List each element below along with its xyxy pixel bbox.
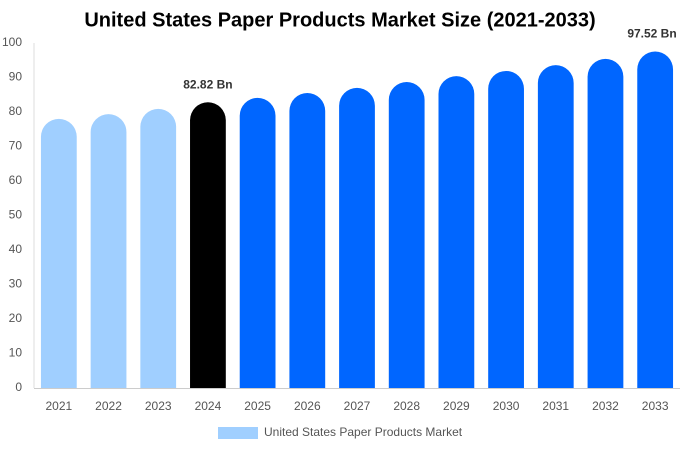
bar [90,114,127,389]
x-tick-label: 2027 [344,399,371,413]
bar [438,76,475,389]
value-label: 97.52 Bn [627,27,676,41]
x-tick-label: 2028 [393,399,420,413]
y-tick-label: 60 [9,173,23,187]
bar [339,87,375,388]
x-tick-label: 2025 [244,399,271,413]
x-tick-label: 2029 [443,399,470,413]
y-tick-label: 40 [9,242,23,256]
x-tick-label: 2023 [145,399,172,413]
legend-swatch [218,427,258,439]
bar [537,65,574,388]
bar [587,58,624,389]
y-tick-label: 20 [9,311,23,325]
x-tick-label: 2024 [195,399,222,413]
bar [190,102,226,389]
y-tick-label: 70 [9,139,23,153]
y-tick-label: 100 [2,35,22,49]
x-tick-label: 2033 [642,399,669,413]
bar [239,97,276,388]
y-tick-label: 50 [9,208,23,222]
x-tick-label: 2021 [45,399,72,413]
y-tick-label: 0 [15,380,22,394]
x-tick-label: 2026 [294,399,321,413]
bar [289,93,326,388]
y-tick-label: 30 [9,277,23,291]
bar [40,118,77,389]
x-tick-label: 2022 [95,399,122,413]
x-tick-label: 2030 [493,399,520,413]
bar [140,108,177,389]
bar [488,70,524,388]
x-tick-label: 2032 [592,399,619,413]
y-tick-label: 90 [9,70,23,84]
bar [637,51,674,389]
x-tick-label: 2031 [542,399,569,413]
legend-label: United States Paper Products Market [264,425,463,439]
y-tick-label: 10 [9,346,23,360]
bar [388,82,425,388]
chart-title: United States Paper Products Market Size… [84,9,595,31]
value-label: 82.82 Bn [183,77,232,91]
y-tick-label: 80 [9,104,23,118]
